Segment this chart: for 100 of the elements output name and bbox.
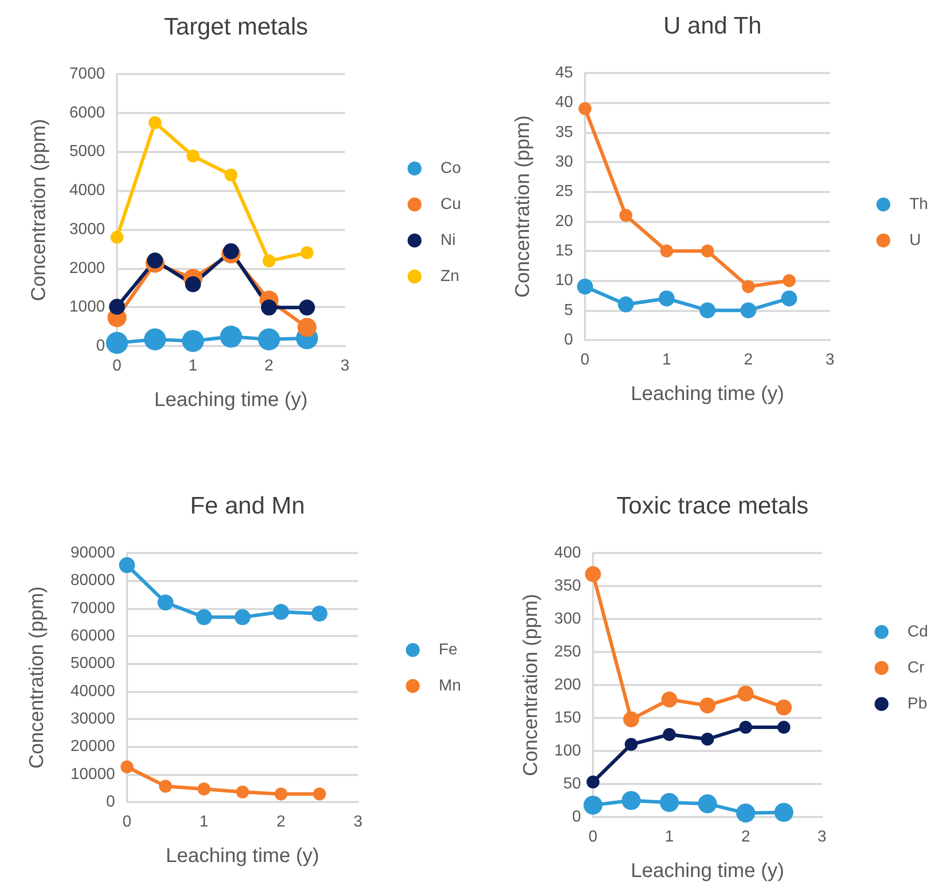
point bbox=[624, 738, 638, 751]
legend-label: Zn bbox=[440, 268, 460, 285]
x-tick-label: 1 bbox=[200, 814, 209, 830]
y-tick-label: 0 bbox=[96, 338, 106, 354]
point bbox=[774, 802, 794, 822]
point bbox=[777, 720, 790, 734]
point bbox=[312, 606, 328, 622]
point bbox=[110, 230, 124, 244]
x-tick-label: 3 bbox=[354, 814, 363, 830]
point bbox=[262, 254, 276, 268]
point bbox=[622, 791, 641, 810]
point bbox=[577, 278, 593, 295]
legend-label: Ni bbox=[440, 232, 456, 249]
y-tick-label: 200 bbox=[554, 676, 582, 694]
point bbox=[584, 796, 602, 815]
y-tick-label: 70000 bbox=[70, 600, 116, 617]
point bbox=[158, 594, 174, 611]
point bbox=[661, 692, 678, 708]
point bbox=[119, 557, 135, 574]
point bbox=[698, 794, 717, 814]
point bbox=[700, 697, 716, 714]
point bbox=[313, 787, 326, 800]
y-axis-title: Concentration (ppm) bbox=[520, 594, 542, 776]
y-tick-label: 250 bbox=[554, 644, 582, 660]
point bbox=[274, 787, 288, 800]
y-tick-label: 4000 bbox=[69, 182, 106, 200]
x-tick-label: 3 bbox=[826, 352, 835, 368]
y-tick-label: 3000 bbox=[69, 220, 106, 238]
point bbox=[742, 280, 755, 294]
x-tick-label: 2 bbox=[744, 352, 753, 368]
legend-label: Cd bbox=[908, 624, 928, 640]
legend-label: Pb bbox=[908, 696, 928, 712]
point bbox=[258, 328, 280, 350]
y-tick-label: 1000 bbox=[69, 298, 106, 316]
point bbox=[662, 728, 676, 741]
point bbox=[578, 102, 592, 116]
y-axis-title: Concentration (ppm) bbox=[26, 586, 48, 769]
legend-label: Mn bbox=[438, 678, 462, 694]
point bbox=[109, 298, 125, 315]
x-tick-label: 2 bbox=[276, 814, 286, 830]
y-tick-label: 5 bbox=[564, 302, 574, 319]
x-tick-label: 3 bbox=[340, 358, 350, 374]
y-tick-label: 80000 bbox=[70, 572, 116, 590]
point bbox=[196, 609, 212, 626]
legend-label: Cu bbox=[440, 196, 461, 213]
y-tick-label: 60000 bbox=[70, 628, 116, 644]
y-tick-label: 300 bbox=[554, 610, 582, 628]
y-tick-label: 6000 bbox=[69, 104, 106, 122]
point bbox=[273, 604, 289, 620]
point bbox=[185, 276, 201, 292]
point bbox=[261, 300, 277, 316]
point bbox=[224, 168, 238, 182]
point bbox=[623, 711, 640, 728]
point bbox=[159, 780, 172, 793]
y-tick-label: 30000 bbox=[70, 710, 116, 728]
point bbox=[782, 274, 796, 288]
point bbox=[182, 330, 204, 352]
point bbox=[220, 326, 242, 348]
point bbox=[736, 804, 756, 823]
point bbox=[298, 318, 316, 337]
point bbox=[147, 252, 163, 269]
point bbox=[223, 243, 239, 260]
point bbox=[106, 332, 128, 354]
chart-title: U and Th bbox=[663, 12, 762, 40]
x-axis-title: Leaching time (y) bbox=[166, 845, 320, 867]
y-tick-label: 150 bbox=[554, 710, 582, 726]
y-tick-label: 20000 bbox=[70, 738, 116, 756]
point bbox=[186, 149, 200, 162]
legend-label: Cr bbox=[908, 660, 926, 676]
point bbox=[148, 116, 162, 130]
point bbox=[738, 686, 754, 702]
y-tick-label: 30 bbox=[555, 154, 574, 170]
y-tick-label: 0 bbox=[564, 332, 574, 348]
y-tick-label: 40000 bbox=[70, 682, 116, 700]
point bbox=[234, 609, 250, 626]
point bbox=[300, 246, 314, 260]
y-tick-label: 50 bbox=[563, 776, 582, 792]
x-tick-label: 0 bbox=[588, 828, 598, 846]
y-tick-label: 0 bbox=[106, 794, 116, 810]
legend-label: Fe bbox=[438, 642, 458, 658]
point bbox=[701, 244, 714, 258]
point bbox=[585, 566, 601, 582]
point bbox=[236, 786, 249, 799]
point bbox=[776, 699, 792, 716]
legend-label: U bbox=[909, 232, 921, 249]
point bbox=[701, 732, 714, 746]
x-tick-label: 1 bbox=[662, 352, 672, 368]
point bbox=[120, 760, 134, 774]
y-tick-label: 5000 bbox=[69, 143, 106, 160]
chart-title: Toxic trace metals bbox=[616, 492, 809, 520]
y-tick-label: 20 bbox=[555, 212, 574, 230]
legend-label: Th bbox=[909, 196, 928, 213]
point bbox=[700, 302, 716, 318]
y-tick-label: 50000 bbox=[70, 655, 116, 672]
point bbox=[619, 208, 632, 222]
chart-title: Fe and Mn bbox=[190, 492, 305, 520]
y-tick-label: 100 bbox=[554, 742, 582, 760]
y-axis-title: Concentration (ppm) bbox=[512, 115, 534, 298]
x-tick-label: 1 bbox=[664, 828, 674, 846]
x-axis-title: Leaching time (y) bbox=[154, 389, 308, 411]
